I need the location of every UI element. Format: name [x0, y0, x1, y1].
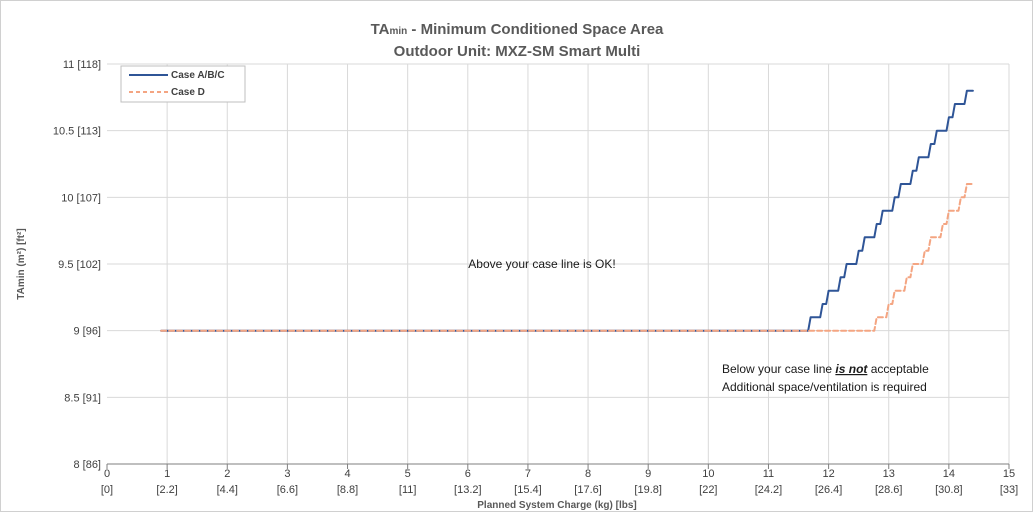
annotation-below-line2: Additional space/ventilation is required [722, 380, 927, 394]
series-line-case-d [160, 183, 974, 332]
axes [106, 463, 1010, 469]
x-tick-label: 0 [104, 468, 110, 480]
x-tick-labels: 0 [0] 1 [2.2] 2 [4.4] 3 [6.6] 4 [8.8] 5 [11] 6 [13.2]… [101, 468, 1018, 496]
annotation-below-prefix: Below your case line [722, 362, 835, 376]
legend: Case A/B/C Case D [120, 65, 246, 103]
y-tick-label: 10 [107] [61, 192, 101, 204]
title-suffix: - Minimum Conditioned Space Area [407, 21, 664, 38]
x-tick-label-lbs: [17.6] [574, 484, 602, 496]
x-tick-label-lbs: [22] [699, 484, 717, 496]
y-tick-label: 11 [118] [63, 59, 101, 71]
x-tick-label-lbs: [6.6] [277, 484, 298, 496]
x-tick-label: 10 [702, 468, 714, 480]
series-lines [160, 89, 974, 332]
x-tick-label: 13 [883, 468, 895, 480]
x-axis-title: Planned System Charge (kg) [lbs] [477, 500, 636, 511]
legend-label-case-d: Case D [171, 87, 205, 98]
x-tick-label-lbs: [13.2] [454, 484, 482, 496]
series-line-case-abc [160, 89, 974, 332]
x-tick-label-lbs: [28.6] [875, 484, 903, 496]
x-tick-label-lbs: [11] [399, 484, 417, 496]
x-tick-label-lbs: [2.2] [156, 484, 177, 496]
x-tick-label: 12 [822, 468, 834, 480]
annotation-above: Above your case line is OK! [468, 257, 615, 271]
y-tick-label: 8 [86] [73, 459, 101, 471]
grid-lines [107, 63, 1010, 464]
x-tick-label: 2 [224, 468, 230, 480]
x-tick-label: 5 [405, 468, 411, 480]
x-tick-label: 14 [943, 468, 955, 480]
x-tick-label: 11 [763, 468, 774, 480]
x-tick-label-lbs: [15.4] [514, 484, 542, 496]
y-tick-label: 8.5 [91] [64, 392, 101, 404]
annotation-below-suffix: acceptable [867, 362, 929, 376]
chart-title-line1: TAmin - Minimum Conditioned Space Area [371, 21, 664, 38]
y-tick-label: 9 [96] [73, 326, 101, 338]
x-tick-label-lbs: [30.8] [935, 484, 963, 496]
legend-box [120, 65, 246, 103]
y-tick-label: 9.5 [102] [58, 259, 101, 271]
x-tick-label-lbs: [0] [101, 484, 113, 496]
x-tick-label: 3 [284, 468, 290, 480]
x-tick-label: 15 [1003, 468, 1015, 480]
x-tick-label: 6 [465, 468, 471, 480]
annotation-below-emphasis: is not [835, 362, 868, 376]
x-tick-label-lbs: [19.8] [634, 484, 662, 496]
x-tick-label: 9 [645, 468, 651, 480]
legend-label-case-abc: Case A/B/C [171, 70, 225, 81]
x-tick-label-lbs: [33] [1000, 484, 1018, 496]
y-tick-labels: 8 [86] 8.5 [91] 9 [96] 9.5 [102] 10 [107] 10.… [53, 59, 101, 471]
x-tick-label: 7 [525, 468, 531, 480]
x-tick-label-lbs: [24.2] [755, 484, 783, 496]
title-subscript: min [389, 26, 407, 37]
y-axis-title: TAmin (m²) [ft²] [16, 228, 27, 299]
x-tick-label-lbs: [26.4] [815, 484, 843, 496]
x-tick-label: 4 [344, 468, 350, 480]
x-tick-label-lbs: [8.8] [337, 484, 358, 496]
title-prefix: TA [371, 21, 390, 38]
x-tick-label-lbs: [4.4] [217, 484, 238, 496]
y-tick-label: 10.5 [113] [53, 126, 101, 138]
annotation-below-line1: Below your case line is not acceptable [722, 362, 929, 376]
x-tick-label: 1 [164, 468, 170, 480]
x-tick-label: 8 [585, 468, 591, 480]
chart-title-line2: Outdoor Unit: MXZ-SM Smart Multi [394, 43, 641, 60]
